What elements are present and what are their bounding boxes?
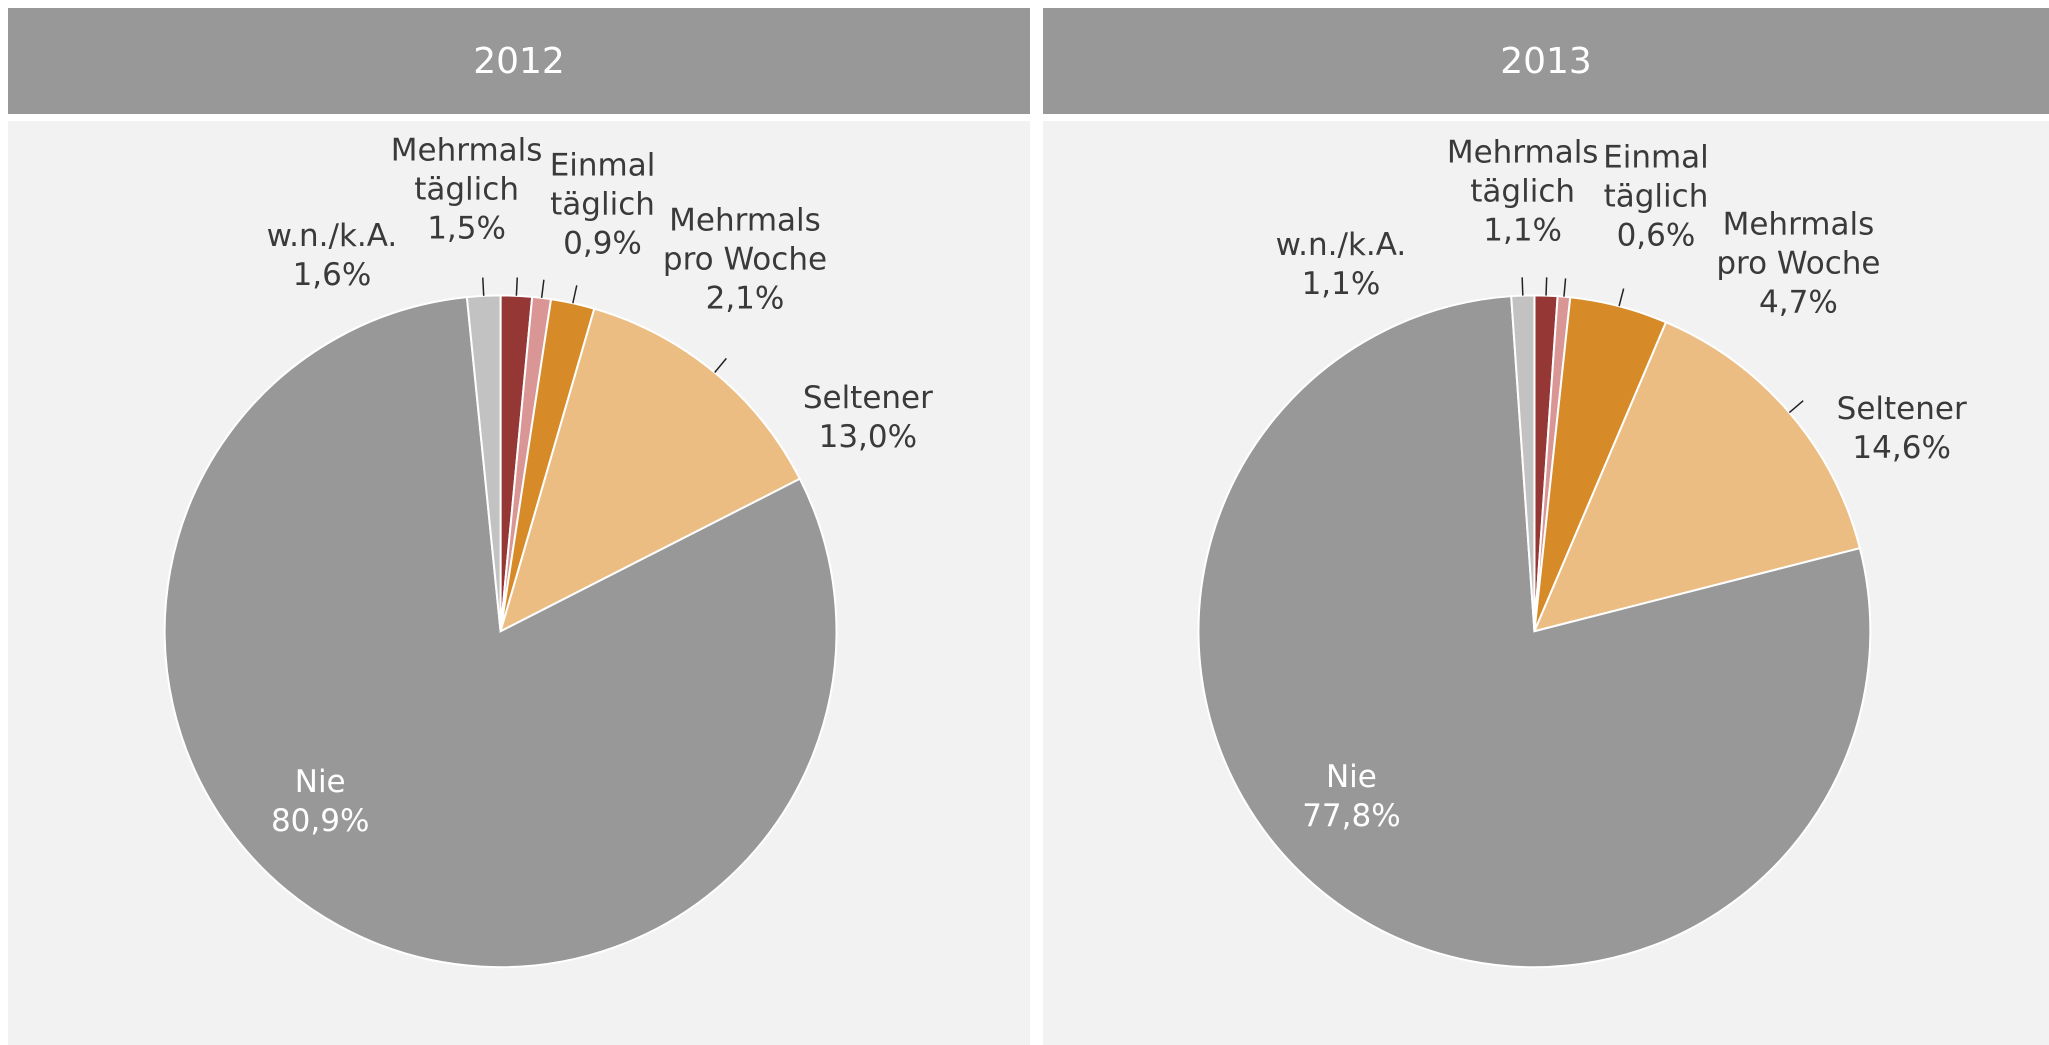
leader-line: [572, 285, 578, 304]
value-label: 0,6%: [1616, 217, 1696, 254]
data-label: w.n./k.A. 1,1%: [1276, 226, 1407, 304]
data-label: Einmal täglich 0,6%: [1603, 139, 1709, 256]
pie-slice: [1532, 320, 1862, 633]
category-label: Einmal täglich: [549, 147, 656, 223]
value-label: 1,5%: [427, 210, 506, 246]
value-label: 2,1%: [705, 280, 785, 317]
value-label: 1,6%: [292, 257, 372, 294]
pie-slice: [163, 295, 838, 969]
leader-line: [482, 277, 485, 296]
leader-line: [1788, 400, 1804, 414]
leader-line: [1545, 277, 1548, 296]
leader-line: [515, 277, 519, 296]
data-label: Seltener 14,6%: [1837, 390, 1967, 468]
data-label: w.n./k.A. 1,6%: [267, 217, 398, 295]
category-label: Seltener: [1836, 390, 1967, 427]
category-label: Nie: [294, 764, 346, 801]
value-label: 4,7%: [1759, 284, 1838, 321]
category-label: Einmal täglich: [1603, 139, 1709, 215]
value-label: 0,9%: [563, 225, 642, 262]
category-label: Seltener: [802, 380, 933, 417]
pie-slice: [1197, 295, 1872, 969]
data-label: Nie 80,9%: [271, 763, 369, 841]
pie-slice: [1510, 294, 1536, 632]
data-label: Nie 77,8%: [1302, 758, 1400, 836]
leader-line: [1521, 277, 1524, 296]
value-label: 77,8%: [1302, 798, 1401, 835]
data-label: Mehrmals pro Woche 4,7%: [1716, 206, 1880, 323]
value-label: 1,1%: [1301, 266, 1381, 303]
category-label: w.n./k.A.: [266, 218, 398, 255]
data-label: Mehrmals pro Woche 2,1%: [663, 202, 827, 319]
value-label: 13,0%: [818, 419, 918, 456]
pie-slice: [465, 294, 502, 632]
panel-title: 2012: [8, 8, 1030, 114]
leader-line: [1618, 288, 1625, 307]
leader-line: [714, 357, 727, 373]
value-label: 80,9%: [270, 803, 370, 840]
category-label: Mehrmals pro Woche: [662, 202, 828, 278]
value-label: 14,6%: [1852, 429, 1951, 466]
value-label: 1,1%: [1483, 212, 1563, 249]
data-label: Mehrmals täglich 1,1%: [1447, 134, 1599, 251]
panel-title: 2013: [1043, 8, 2049, 114]
data-label: Einmal täglich 0,9%: [550, 147, 656, 264]
leader-line: [540, 279, 545, 298]
category-label: Mehrmals pro Woche: [1716, 206, 1881, 282]
data-label: Seltener 13,0%: [803, 379, 933, 457]
category-label: Nie: [1325, 759, 1377, 796]
category-label: Mehrmals täglich: [1446, 134, 1599, 210]
data-label: Mehrmals täglich 1,5%: [391, 131, 543, 248]
category-label: Mehrmals täglich: [390, 132, 543, 207]
leader-line: [1563, 278, 1567, 297]
category-label: w.n./k.A.: [1275, 227, 1407, 264]
